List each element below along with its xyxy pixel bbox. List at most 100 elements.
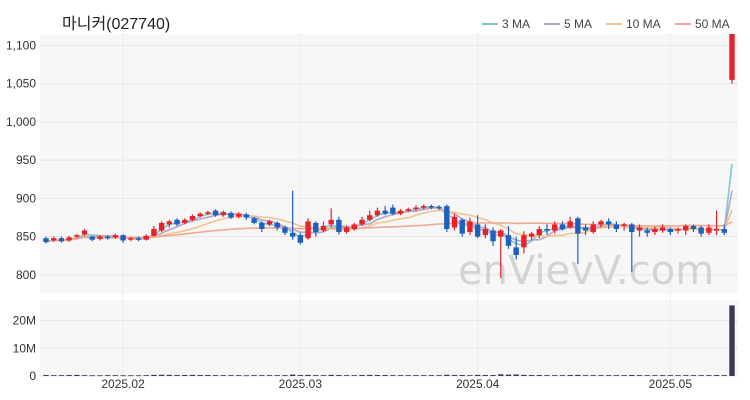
- candle-body: [313, 222, 319, 233]
- candle: [613, 221, 620, 233]
- candle-body: [282, 227, 288, 233]
- candle-body: [66, 237, 72, 241]
- candles: [43, 34, 735, 278]
- volume-bar: [590, 375, 596, 376]
- volume-bar: [397, 375, 404, 376]
- candle: [667, 227, 674, 236]
- candle: [690, 224, 697, 233]
- candle: [259, 221, 265, 233]
- candle: [505, 225, 512, 249]
- candle: [567, 216, 573, 229]
- candle-body: [112, 235, 119, 238]
- volume-bar: [359, 375, 365, 376]
- grid: [40, 34, 738, 377]
- candle-body: [251, 218, 257, 223]
- candle-body: [528, 233, 535, 237]
- volume-bar: [613, 375, 620, 376]
- candle-body: [104, 236, 111, 239]
- candle: [197, 212, 203, 218]
- volume-bar: [274, 375, 280, 376]
- volume-bar: [567, 375, 573, 376]
- candle: [436, 205, 442, 210]
- candle-body: [43, 238, 49, 242]
- candle: [336, 216, 342, 235]
- volume-bar: [135, 375, 142, 377]
- candle: [120, 234, 126, 243]
- candle: [151, 225, 157, 237]
- volume-bar: [405, 375, 411, 376]
- volume-bar: [521, 374, 527, 376]
- candle-body: [81, 230, 88, 235]
- volume-bar: [652, 375, 658, 376]
- volume-bar: [243, 375, 250, 377]
- volume-bar: [552, 375, 558, 376]
- candle: [629, 222, 635, 272]
- volume-bar: [706, 375, 712, 376]
- candle: [605, 218, 612, 229]
- volume-bar: [451, 375, 458, 376]
- volume-bar: [428, 375, 435, 376]
- volume-bar: [189, 374, 196, 376]
- volume-bar: [74, 374, 80, 376]
- candle-body: [243, 214, 250, 218]
- candle-body: [544, 229, 550, 231]
- candle: [559, 221, 566, 231]
- candle-body: [158, 222, 165, 231]
- candle: [683, 224, 689, 236]
- candle-body: [297, 235, 304, 243]
- candle: [220, 210, 226, 217]
- volume-bar: [467, 375, 473, 376]
- candle-body: [135, 238, 142, 240]
- candle-body: [675, 229, 681, 231]
- candle: [228, 211, 234, 220]
- candle: [89, 235, 95, 242]
- candle-body: [405, 209, 411, 211]
- volume-bar: [528, 375, 535, 376]
- volume-bar: [235, 375, 242, 376]
- candle-body: [74, 235, 80, 237]
- candle: [266, 219, 273, 226]
- candle: [382, 206, 388, 216]
- volume-bar: [505, 374, 512, 376]
- volume-bar: [644, 375, 650, 376]
- candle-body: [521, 235, 527, 248]
- candle-body: [359, 219, 365, 225]
- candle: [636, 224, 643, 237]
- candle-body: [567, 221, 573, 228]
- candle: [420, 204, 427, 210]
- price-tick-label: 950: [16, 153, 36, 167]
- volume-bar: [174, 375, 180, 376]
- volume-bar: [420, 375, 427, 376]
- volume-bar: [474, 374, 481, 376]
- volume-bar: [228, 375, 234, 376]
- candle: [729, 34, 735, 84]
- candle-body: [690, 225, 697, 229]
- candle: [552, 221, 558, 234]
- candle: [498, 229, 504, 278]
- candle: [467, 217, 473, 236]
- candle: [243, 212, 250, 220]
- volume-bar: [698, 375, 704, 376]
- candle: [313, 221, 319, 237]
- candle-body: [397, 210, 404, 214]
- candle: [451, 213, 458, 231]
- volume-bar: [729, 305, 735, 376]
- candle-body: [498, 230, 504, 237]
- candle-body: [182, 219, 188, 223]
- candle-body: [189, 216, 196, 220]
- volume-bar: [598, 375, 604, 376]
- volume-bar: [212, 375, 219, 376]
- volume-bar: [621, 375, 627, 376]
- candle: [166, 219, 173, 228]
- candle-body: [374, 210, 381, 216]
- volume-bar: [367, 374, 373, 376]
- volume-bar: [382, 375, 388, 376]
- legend-label: 10 MA: [626, 17, 661, 31]
- candle: [528, 232, 535, 240]
- volume-bar: [143, 375, 149, 376]
- price-tick-label: 1,100: [6, 38, 36, 52]
- candle-body: [343, 227, 350, 233]
- volume-bar: [413, 375, 419, 376]
- candle-body: [220, 212, 226, 216]
- candle-body: [89, 236, 95, 240]
